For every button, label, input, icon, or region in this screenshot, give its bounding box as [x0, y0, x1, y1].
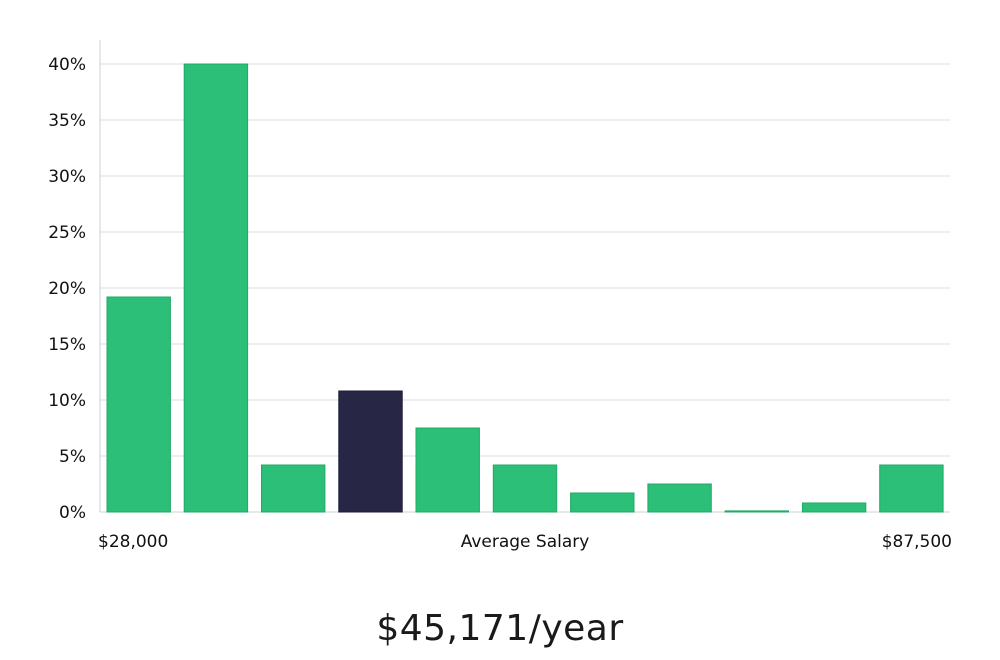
- y-tick-label: 35%: [48, 111, 86, 131]
- bar: [879, 464, 944, 513]
- bar: [261, 464, 326, 513]
- x-axis-min-label: $28,000: [98, 532, 168, 552]
- y-tick-label: 15%: [48, 335, 86, 355]
- bar: [415, 427, 480, 513]
- x-axis-title: Average Salary: [461, 532, 590, 552]
- y-tick-label: 40%: [48, 55, 86, 75]
- bar: [183, 63, 249, 513]
- bar: [570, 492, 635, 513]
- bar: [106, 296, 171, 513]
- y-tick-label: 0%: [59, 503, 86, 523]
- y-tick-label: 10%: [48, 391, 86, 411]
- bar: [724, 510, 789, 513]
- bar: [801, 502, 867, 513]
- bar: [492, 464, 558, 513]
- y-axis-ticks: 0% 5% 10% 15% 20% 25% 30% 35% 40%: [48, 55, 86, 523]
- bar: [647, 483, 712, 513]
- average-salary-value: $45,171/year: [376, 608, 624, 649]
- salary-histogram: 0% 5% 10% 15% 20% 25% 30% 35% 40% $28,000 Averag…: [48, 40, 952, 552]
- y-tick-label: 20%: [48, 279, 86, 299]
- y-tick-label: 5%: [59, 447, 86, 467]
- x-axis-max-label: $87,500: [882, 532, 952, 552]
- bar-highlighted: [338, 390, 403, 513]
- y-tick-label: 25%: [48, 223, 86, 243]
- y-tick-label: 30%: [48, 167, 86, 187]
- bars: [106, 63, 944, 513]
